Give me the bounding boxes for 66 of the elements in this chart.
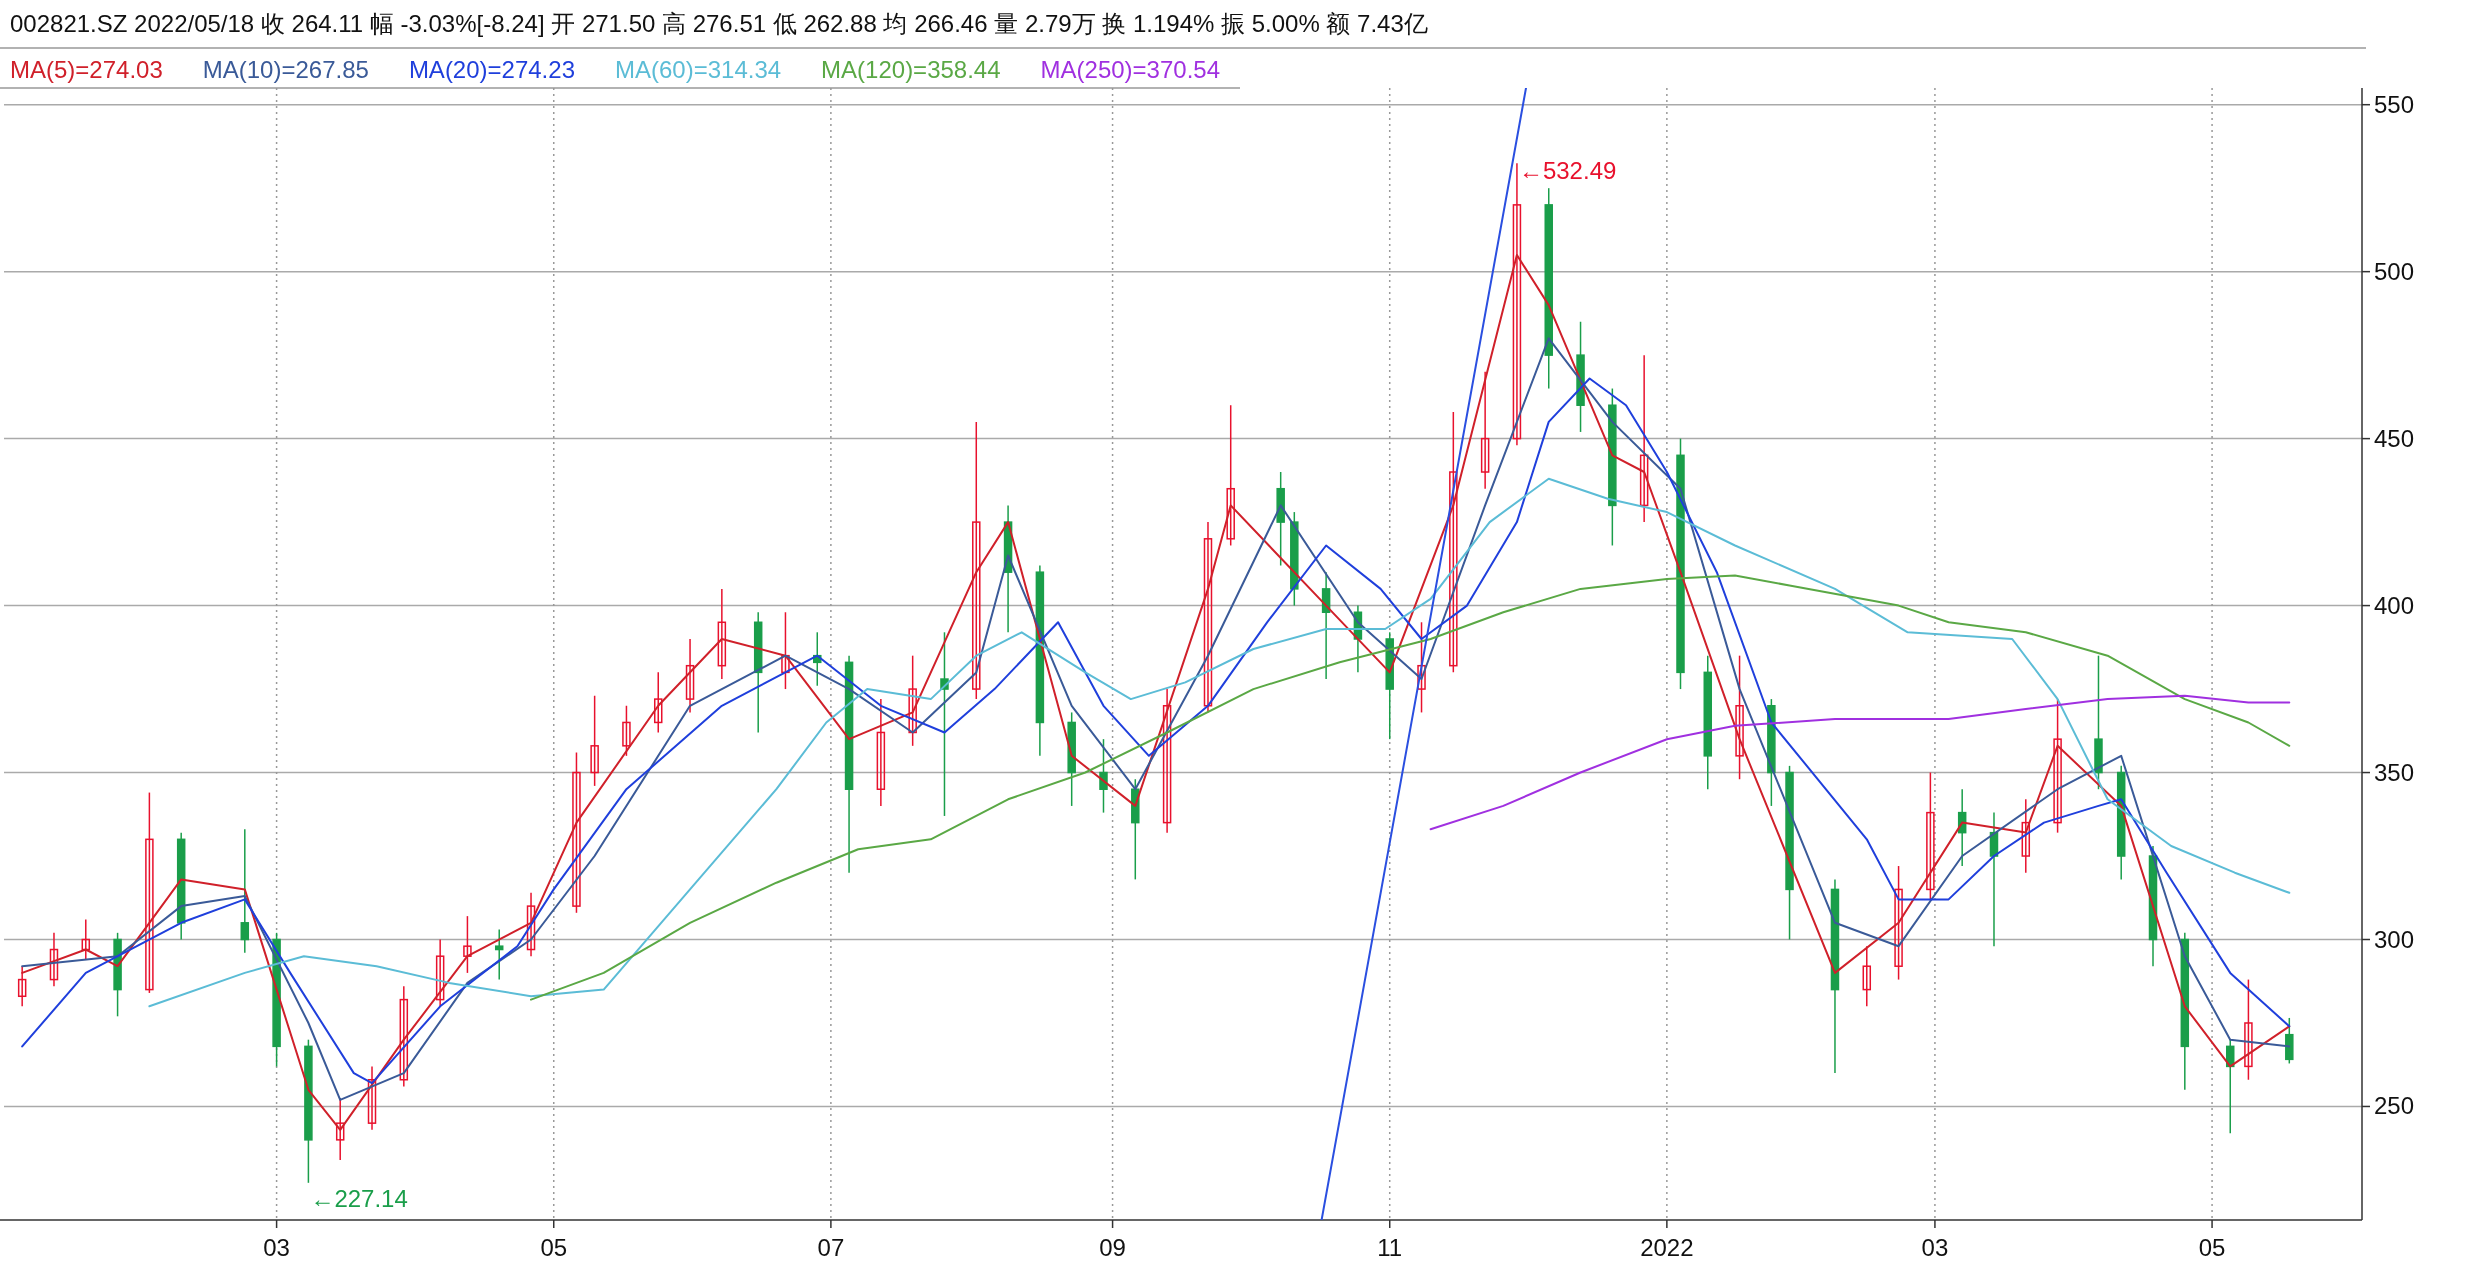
candlestick	[572, 751, 581, 914]
candlestick	[49, 932, 59, 987]
line-series	[148, 477, 2291, 1008]
candlestick	[1894, 865, 1903, 981]
candlestick	[1735, 654, 1744, 780]
candlestick	[335, 1099, 345, 1161]
candlestick	[1862, 945, 1872, 1008]
text: MA(60)=314.34	[614, 56, 782, 83]
candlestick	[1512, 162, 1522, 447]
x-tick-label: 09	[1099, 1234, 1126, 1261]
candlestick	[940, 631, 949, 817]
candlestick	[622, 705, 631, 757]
candlestick	[2244, 978, 2253, 1081]
candlestick	[1226, 404, 1235, 547]
line-series	[1429, 694, 2291, 831]
candlestick	[494, 928, 504, 981]
candlestick	[81, 918, 91, 961]
candlestick	[17, 965, 27, 1008]
y-tick-label: 550	[2374, 90, 2415, 118]
candlestick	[876, 698, 886, 807]
candlestick	[1162, 688, 1172, 834]
text: MA(20)=274.23	[408, 56, 575, 83]
candlestick	[240, 828, 250, 954]
x-tick-label: 03	[1921, 1234, 1949, 1261]
y-tick-label: 450	[2374, 424, 2415, 452]
x-tick-label: 03	[263, 1234, 290, 1261]
candlestick	[685, 638, 695, 714]
candlestick	[145, 791, 154, 994]
line-series	[530, 574, 2291, 1001]
candlestick	[435, 938, 445, 1008]
candlestick	[972, 421, 981, 700]
chart-title: 002821.SZ 2022/05/18 收 264.11 幅 -3.03%[-8.24] 开 271.50 高 276.51 低 262.88 均 266.46 量 2.79万 换 1.194% 振 5.00% 额 7.43亿	[10, 10, 1428, 37]
candlestick	[526, 892, 536, 957]
x-tick-label: 05	[2198, 1234, 2226, 1261]
y-tick-label: 500	[2374, 257, 2415, 285]
text: MA(10)=267.85	[202, 56, 369, 83]
candlestick	[781, 611, 790, 690]
candlestick	[1203, 521, 1213, 714]
candlestick	[653, 671, 663, 734]
candlestick	[717, 588, 727, 680]
candlestick	[908, 654, 917, 747]
text: MA(250)=370.54	[1040, 56, 1220, 83]
annotation: ←532.49	[1518, 157, 1617, 185]
candlestick	[399, 985, 409, 1088]
candlestick	[590, 694, 599, 787]
y-tick-label: 300	[2374, 925, 2415, 953]
candlestick	[1639, 354, 1649, 523]
x-tick-label: 11	[1377, 1234, 1403, 1261]
text: MA(120)=358.44	[821, 56, 1001, 83]
x-tick-label: 07	[817, 1234, 845, 1261]
x-tick-label: 2022	[1640, 1234, 1694, 1261]
candlestick	[1099, 738, 1108, 814]
candlestick	[1449, 411, 1458, 674]
candlestick	[367, 1065, 377, 1131]
text: MA(5)=274.03	[10, 56, 163, 83]
candlestick	[2021, 798, 2031, 874]
y-tick-label: 400	[2374, 591, 2415, 619]
candlestick	[1417, 621, 1426, 714]
x-tick-label: 05	[540, 1234, 568, 1261]
y-tick-label: 250	[2374, 1092, 2415, 1120]
candlestick	[1480, 371, 1490, 490]
candlestick	[2053, 698, 2062, 834]
annotation: ←227.14	[310, 1184, 408, 1212]
y-tick-label: 350	[2374, 758, 2415, 786]
candlestick	[463, 915, 472, 974]
candlestick	[1926, 771, 1935, 901]
